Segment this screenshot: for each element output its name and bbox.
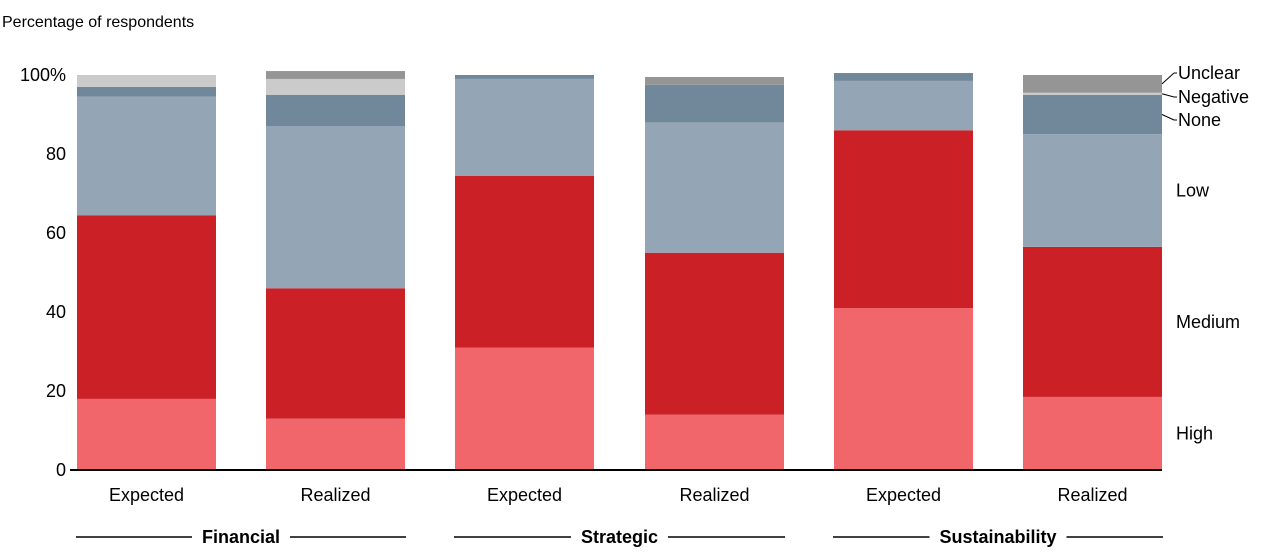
bar-segment-unclear <box>266 71 405 79</box>
legend-leader-negative <box>1161 93 1175 98</box>
x-tick-label: Expected <box>487 485 562 505</box>
y-tick-label: 20 <box>46 381 66 401</box>
bar-segment-none <box>77 86 216 97</box>
bars-layer <box>77 71 1162 470</box>
bar-segment-none <box>266 94 405 127</box>
legend-leader-none <box>1161 114 1175 121</box>
bar-segment-medium <box>1023 246 1162 397</box>
bar-segment-negative <box>77 75 216 87</box>
legend-label-medium: Medium <box>1176 312 1240 332</box>
x-tick-label: Realized <box>300 485 370 505</box>
x-tick-label: Expected <box>109 485 184 505</box>
bar-segment-unclear <box>1023 75 1162 93</box>
y-tick-labels: 0 20 40 60 80 100% <box>20 65 66 480</box>
y-tick-label: 80 <box>46 144 66 164</box>
y-tick-label: 100% <box>20 65 66 85</box>
group-label: Financial <box>202 527 280 547</box>
bar-segment-none <box>645 84 784 123</box>
bar-segment-high <box>77 398 216 470</box>
legend-label-unclear: Unclear <box>1178 63 1240 83</box>
bar-segment-none <box>1023 94 1162 135</box>
bar-segment-low <box>455 78 594 176</box>
legend-label-low: Low <box>1176 181 1210 201</box>
bar-segment-unclear <box>645 76 784 85</box>
bar-segment-low <box>1023 134 1162 247</box>
bar-segment-low <box>834 80 973 131</box>
y-tick-label: 40 <box>46 302 66 322</box>
bar-segment-high <box>645 414 784 470</box>
bar-segment-low <box>266 126 405 289</box>
legend: High Medium Low None Negative Unclear <box>1161 63 1249 443</box>
x-tick-label: Realized <box>1057 485 1127 505</box>
group-label: Sustainability <box>939 527 1056 547</box>
x-tick-label: Expected <box>866 485 941 505</box>
legend-leader-unclear <box>1161 72 1175 85</box>
bar-segment-low <box>645 122 784 253</box>
y-tick-label: 0 <box>56 460 66 480</box>
bar-segment-none <box>455 75 594 79</box>
group-labels: Financial Strategic Sustainability <box>76 527 1163 547</box>
y-tick-label: 60 <box>46 223 66 243</box>
group-label: Strategic <box>581 527 658 547</box>
bar-segment-negative <box>1023 92 1162 95</box>
bar-segment-none <box>834 73 973 81</box>
legend-label-none: None <box>1178 110 1221 130</box>
bar-segment-medium <box>645 252 784 415</box>
bar-segment-high <box>455 347 594 470</box>
legend-label-high: High <box>1176 423 1213 443</box>
x-tick-label: Realized <box>679 485 749 505</box>
bar-segment-high <box>834 308 973 470</box>
bar-segment-low <box>77 96 216 216</box>
bar-segment-medium <box>266 288 405 419</box>
bar-segment-medium <box>834 130 973 309</box>
y-axis-label: Percentage of respondents <box>2 14 194 31</box>
bar-segment-negative <box>266 78 405 95</box>
bar-segment-high <box>1023 396 1162 470</box>
bar-segment-high <box>266 418 405 470</box>
x-tick-labels: Expected Realized Expected Realized Expected… <box>109 485 1128 505</box>
bar-segment-medium <box>77 215 216 399</box>
legend-label-negative: Negative <box>1178 87 1249 107</box>
bar-segment-medium <box>455 175 594 348</box>
